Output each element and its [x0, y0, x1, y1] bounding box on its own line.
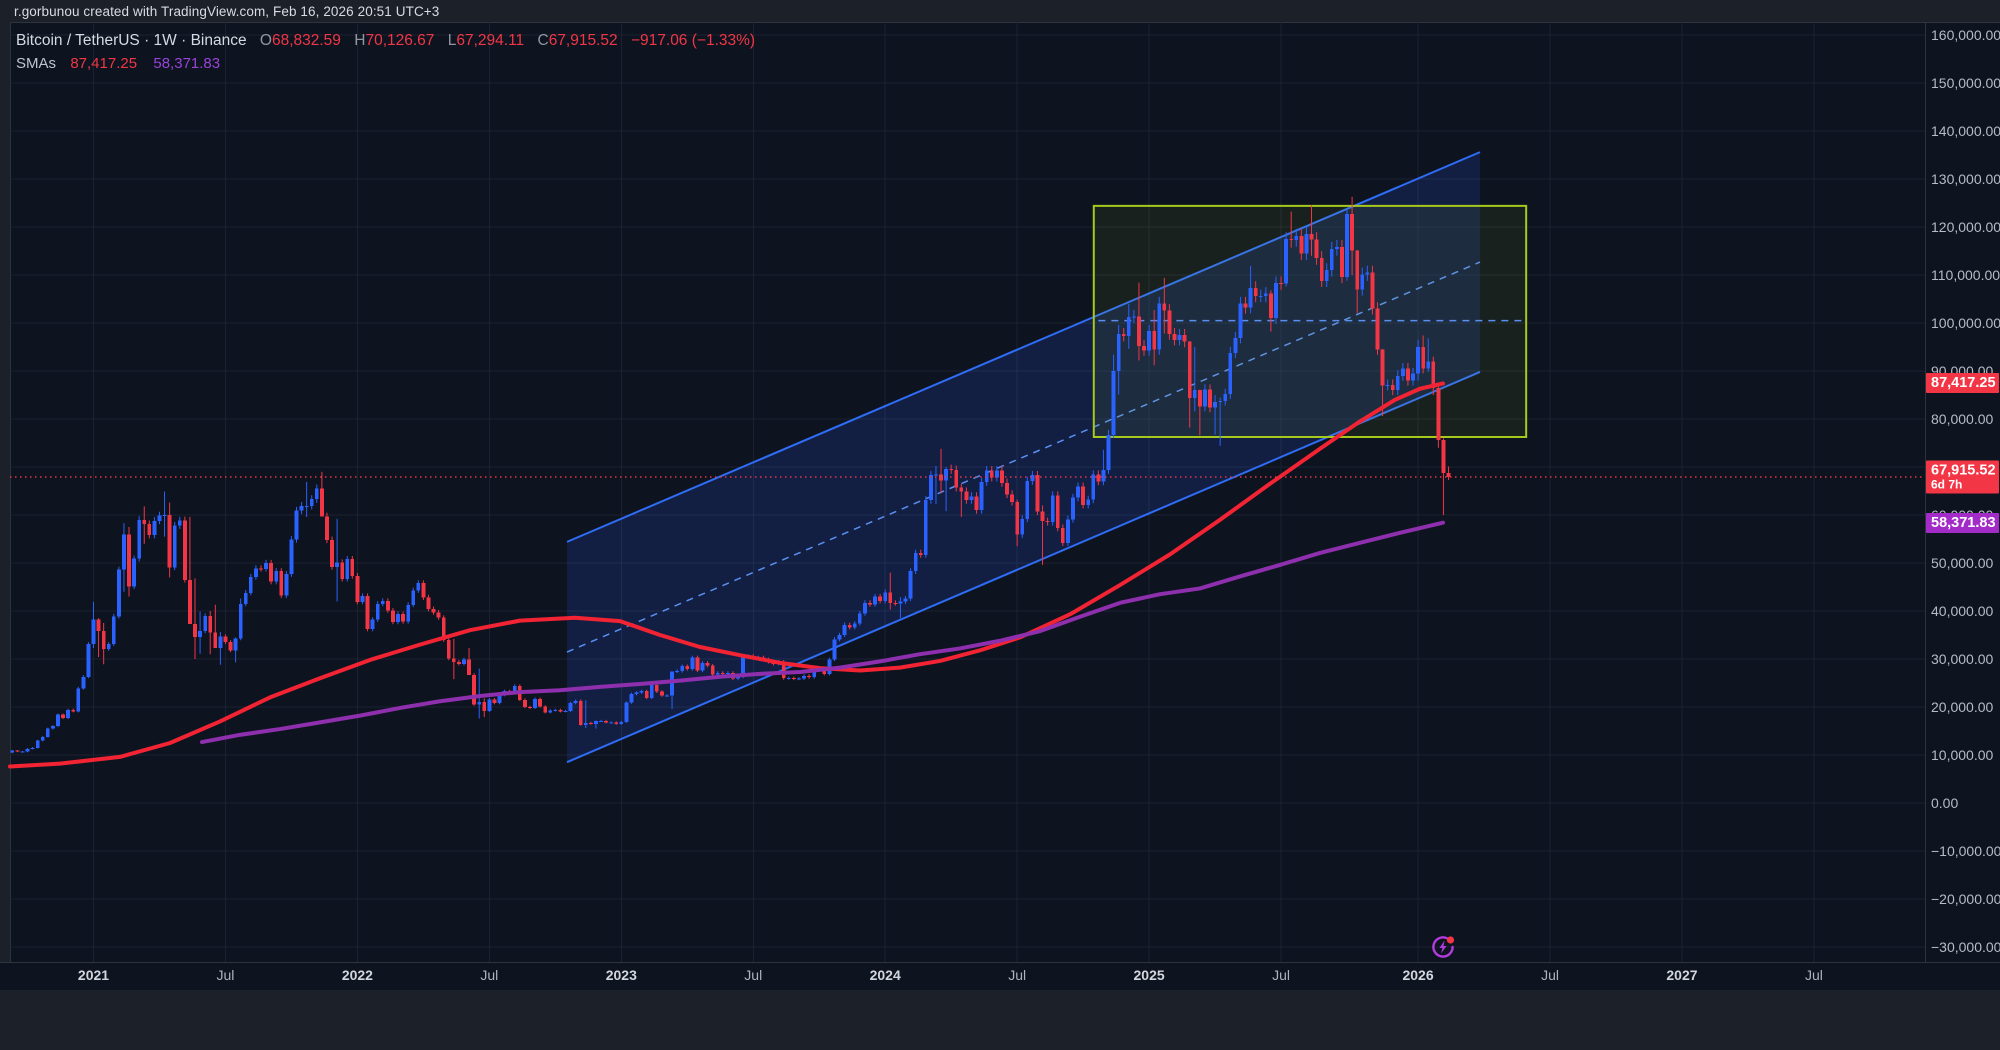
time-axis[interactable]	[0, 962, 2000, 990]
price-axis-tick: 110,000.00	[1931, 267, 2000, 283]
time-axis-tick: 2026	[1402, 967, 1434, 983]
time-axis-tick: 2024	[869, 967, 901, 983]
high-value: 70,126.67	[365, 32, 435, 49]
high-label: H	[354, 32, 366, 49]
lightning-boost-button[interactable]	[1429, 933, 1457, 961]
price-axis-tick: 20,000.00	[1931, 699, 1994, 715]
price-axis-tick: 100,000.00	[1931, 315, 2000, 331]
sma-slow-price-label: 58,371.83	[1926, 512, 1999, 533]
time-axis-tick: 2022	[341, 967, 373, 983]
smas-label[interactable]: SMAs	[16, 55, 57, 72]
time-axis-tick: Jul	[216, 967, 235, 983]
price-axis-tick: −30,000.00	[1931, 939, 2000, 955]
close-value: 67,915.52	[548, 32, 618, 49]
sma-fast-legend-value: 87,417.25	[70, 55, 138, 72]
bar-countdown: 6d 7h	[1931, 477, 1963, 492]
close-label: C	[537, 32, 549, 49]
time-axis-tick: Jul	[1804, 967, 1823, 983]
time-axis-tick: 2025	[1133, 967, 1165, 983]
footer-bar: TradingView	[0, 990, 2000, 1050]
low-value: 67,294.11	[456, 32, 525, 49]
symbol-title[interactable]: Bitcoin / TetherUS · 1W · Binance	[16, 32, 247, 49]
open-label: O	[259, 32, 272, 49]
low-label: L	[447, 32, 457, 49]
price-axis-tick: 50,000.00	[1931, 555, 1994, 571]
open-value: 68,832.59	[271, 32, 341, 49]
price-axis-tick: 130,000.00	[1931, 171, 2000, 187]
last-price-label: 67,915.52 6d 7h	[1926, 460, 1999, 494]
price-axis-tick: 120,000.00	[1931, 219, 2000, 235]
price-axis-tick: 0.00	[1931, 795, 1959, 811]
price-axis-tick: −10,000.00	[1931, 843, 2000, 859]
price-axis-tick: 10,000.00	[1931, 747, 1994, 763]
time-axis-tick: 2021	[77, 967, 110, 983]
time-axis-tick: Jul	[1541, 967, 1559, 983]
sma-slow-legend-value: 58,371.83	[153, 55, 221, 72]
attribution-bar: r.gorbunou created with TradingView.com,…	[0, 0, 2000, 22]
chart-legend[interactable]: Bitcoin / TetherUS · 1W · Binance O68,83…	[16, 29, 755, 75]
price-axis-tick: −20,000.00	[1931, 891, 2000, 907]
time-axis-tick: Jul	[1272, 967, 1290, 983]
attribution-text: r.gorbunou created with TradingView.com,…	[14, 4, 440, 19]
sma-fast-price-label: 87,417.25	[1926, 373, 1999, 394]
lightning-icon	[1432, 936, 1455, 958]
time-axis-tick: Jul	[744, 967, 763, 983]
legend-sma-row[interactable]: SMAs 87,417.25 58,371.83	[16, 52, 755, 75]
time-axis-tick: 2023	[605, 967, 637, 983]
price-axis-tick: 80,000.00	[1931, 411, 1994, 427]
time-axis-tick: 2027	[1666, 967, 1698, 983]
price-axis-tick: 40,000.00	[1931, 603, 1994, 619]
time-axis-tick: Jul	[480, 967, 499, 983]
price-axis-tick: 140,000.00	[1931, 123, 2000, 139]
time-axis-tick: Jul	[1008, 967, 1027, 983]
price-axis-tick: 30,000.00	[1931, 651, 1994, 667]
price-axis-tick: 160,000.00	[1931, 27, 2000, 43]
price-axis-tick: 150,000.00	[1931, 75, 2000, 91]
change-value: −917.06 (−1.33%)	[630, 32, 756, 49]
legend-symbol-row[interactable]: Bitcoin / TetherUS · 1W · Binance O68,83…	[16, 29, 755, 52]
